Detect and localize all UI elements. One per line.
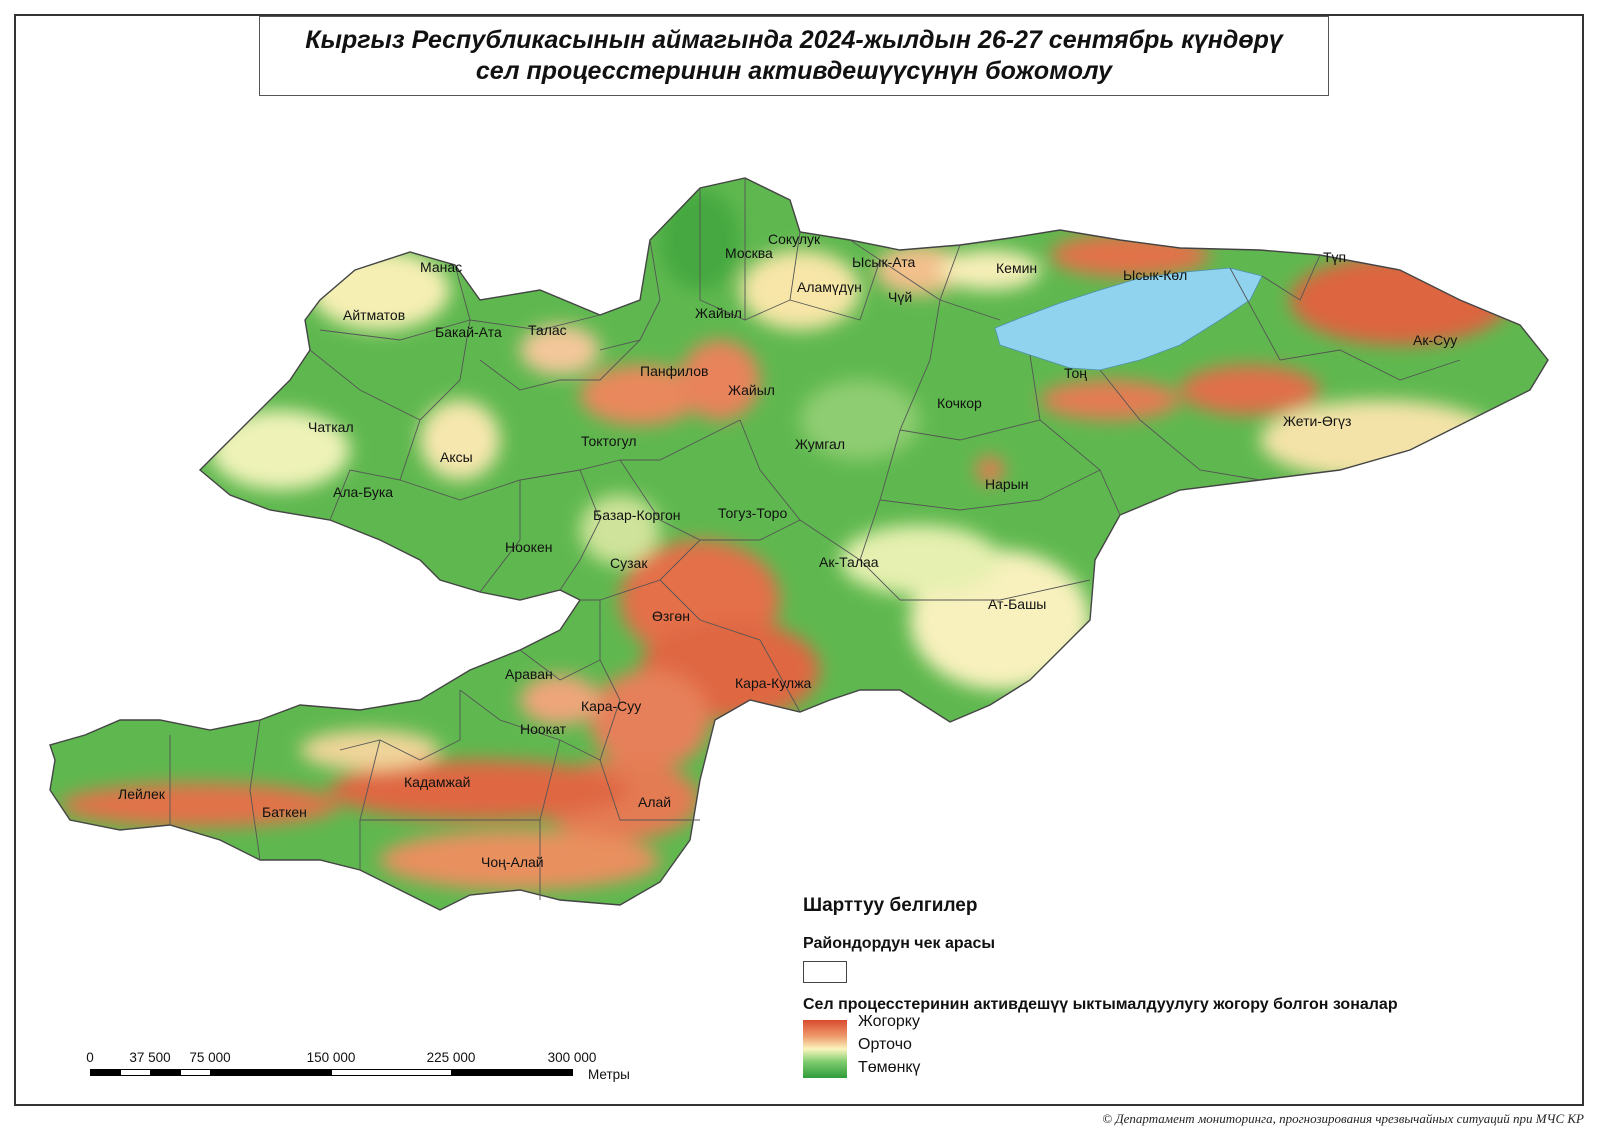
issyk-kul-lake bbox=[994, 267, 1263, 371]
district-label-kara-kulja: Кара-Кулжа bbox=[735, 675, 812, 691]
district-label-bazar-korgon: Базар-Коргон bbox=[593, 507, 681, 523]
legend-boundary-swatch bbox=[803, 961, 847, 983]
district-label-nooken: Ноокен bbox=[505, 539, 552, 555]
district-label-ozgon: Өзгөн bbox=[652, 608, 690, 624]
district-label-aravan: Араван bbox=[505, 666, 553, 682]
district-label-sokuluk: Сокулук bbox=[768, 231, 821, 247]
district-label-ysyk-ata: Ысык-Ата bbox=[852, 254, 916, 270]
legend-boundary-label: Райондордун чек арасы bbox=[803, 935, 996, 952]
district-label-ton: Тоң bbox=[1064, 365, 1087, 381]
district-label-alai: Алай bbox=[638, 794, 671, 810]
district-label-tup: Түп bbox=[1323, 249, 1346, 265]
legend-gradient-swatch bbox=[803, 1020, 847, 1078]
legend: Шарттуу белгилер Райондордун чек арасы С… bbox=[803, 895, 1583, 1095]
district-label-ak-talaa: Ак-Талаа bbox=[819, 554, 879, 570]
district-label-zhaiyl-north: Жайыл bbox=[695, 305, 742, 321]
district-label-ala-buka: Ала-Бука bbox=[333, 484, 393, 500]
district-label-leilek: Лейлек bbox=[118, 786, 166, 802]
scale-tick-5: 300 000 bbox=[547, 1050, 597, 1065]
district-label-jeti-oguz: Жети-Өгүз bbox=[1283, 413, 1351, 429]
district-label-zhumgal: Жумгал bbox=[795, 436, 845, 452]
district-label-zhaiyl-south: Жайыл bbox=[728, 382, 775, 398]
scale-tick-3: 150 000 bbox=[306, 1050, 356, 1065]
district-label-moskva: Москва bbox=[725, 245, 773, 261]
legend-low-label: Төмөнкү bbox=[858, 1059, 921, 1076]
district-label-aksy: Аксы bbox=[440, 449, 473, 465]
district-label-chatkal: Чаткал bbox=[308, 419, 354, 435]
map-title-line1: Кыргыз Республикасынын аймагында 2024-жы… bbox=[305, 26, 1283, 54]
scale-segment-7 bbox=[451, 1069, 573, 1076]
map-frame bbox=[14, 14, 1584, 1106]
district-label-kemin: Кемин bbox=[996, 260, 1037, 276]
district-label-aitmatov: Айтматов bbox=[343, 307, 405, 323]
district-label-alamudun: Аламүдүн bbox=[797, 279, 862, 295]
scale-tick-2: 75 000 bbox=[189, 1050, 231, 1065]
map-title-box: Кыргыз Республикасынын аймагында 2024-жы… bbox=[259, 16, 1329, 96]
scale-segment-1 bbox=[90, 1069, 121, 1076]
district-label-kadamjai: Кадамжай bbox=[404, 774, 471, 790]
district-label-bakai-ata: Бакай-Ата bbox=[435, 324, 502, 340]
legend-medium-label: Орточо bbox=[858, 1036, 912, 1053]
legend-heading: Шарттуу белгилер bbox=[803, 895, 978, 916]
scale-segment-4 bbox=[180, 1069, 211, 1076]
country-border bbox=[49, 177, 1549, 911]
district-label-naryn: Нарын bbox=[985, 476, 1028, 492]
map-title-line2: сел процесстеринин активдешүүсүнүн божом… bbox=[475, 57, 1113, 85]
scale-segment-3 bbox=[150, 1069, 181, 1076]
district-label-suzak: Сузак bbox=[610, 555, 648, 571]
legend-high-label: Жогорку bbox=[858, 1013, 920, 1030]
scale-segment-2 bbox=[120, 1069, 151, 1076]
scale-tick-0: 0 bbox=[86, 1050, 94, 1065]
scale-segment-6 bbox=[331, 1069, 452, 1076]
scale-tick-1: 37 500 bbox=[129, 1050, 171, 1065]
district-label-chui: Чүй bbox=[888, 289, 912, 305]
copyright-footer: © Департамент мониторинга, прогнозирован… bbox=[1102, 1111, 1584, 1126]
district-label-at-bashy: Ат-Башы bbox=[988, 596, 1046, 612]
district-label-kochkor: Кочкор bbox=[937, 395, 982, 411]
district-label-toktogul: Токтогул bbox=[581, 433, 637, 449]
district-label-nookat: Ноокат bbox=[520, 721, 567, 737]
scale-segment-5 bbox=[210, 1069, 332, 1076]
district-boundaries bbox=[169, 178, 1461, 900]
legend-zones-label: Сел процесстеринин активдешүү ыктымалдуу… bbox=[803, 996, 1398, 1013]
district-label-ysyk-kol: Ысык-Көл bbox=[1123, 267, 1187, 283]
district-label-batken: Баткен bbox=[262, 804, 307, 820]
district-label-manas: Манас bbox=[420, 259, 462, 275]
scale-tick-4: 225 000 bbox=[426, 1050, 476, 1065]
district-label-chon-alai: Чоң-Алай bbox=[481, 854, 544, 870]
district-labels: Манас Айтматов Бакай-Ата Талас Москва Со… bbox=[118, 231, 1457, 870]
scale-bar: 0 37 500 75 000 150 000 225 000 300 000 … bbox=[86, 1050, 788, 1090]
district-label-panfilov: Панфилов bbox=[640, 363, 708, 379]
district-label-ak-suu: Ак-Суу bbox=[1413, 332, 1457, 348]
scale-unit: Метры bbox=[588, 1067, 630, 1082]
district-label-toguz-toro: Тогуз-Торо bbox=[718, 505, 787, 521]
district-label-kara-suu: Кара-Суу bbox=[581, 698, 641, 714]
district-label-talas: Талас bbox=[528, 322, 567, 338]
